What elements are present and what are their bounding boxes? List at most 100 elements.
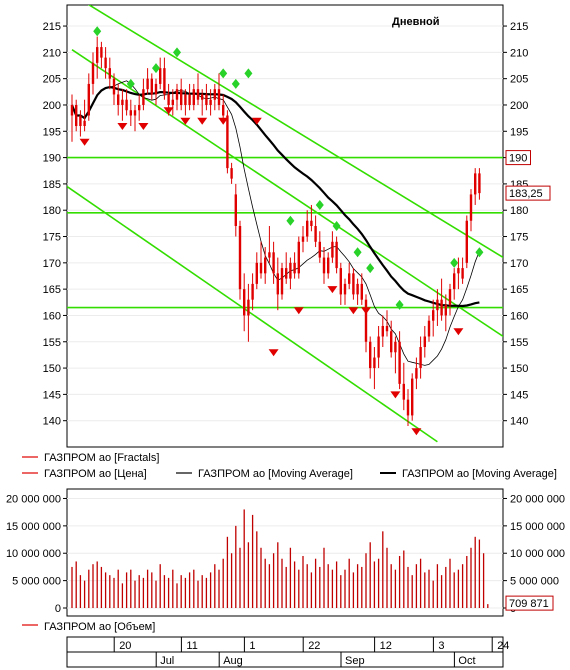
candle bbox=[297, 236, 300, 279]
price-labels: 190 183,25 bbox=[505, 150, 551, 201]
volume-right-tick-label: 10 000 000 bbox=[510, 548, 565, 560]
candle-body bbox=[112, 78, 116, 95]
candle-body bbox=[188, 94, 191, 105]
volume-legend-label: ГАЗПРОМ ао [Объем] bbox=[44, 621, 155, 633]
fractal-up-marker bbox=[126, 78, 135, 89]
candle-body bbox=[154, 83, 158, 95]
price-label-text: 183,25 bbox=[509, 188, 543, 200]
price-left-tick-label: 190 bbox=[43, 153, 61, 165]
price-right-tick-label: 175 bbox=[510, 232, 528, 244]
volume-left-tick-label: 10 000 000 bbox=[6, 548, 61, 560]
candle bbox=[293, 252, 296, 279]
price-right-tick-label: 205 bbox=[510, 74, 528, 86]
candle-body bbox=[201, 94, 204, 100]
volume-bars bbox=[71, 509, 489, 608]
candle-body bbox=[209, 99, 212, 105]
candle bbox=[112, 73, 116, 105]
price-left-tick-label: 145 bbox=[43, 389, 61, 401]
price-panel[interactable] bbox=[66, 4, 504, 448]
candle bbox=[146, 68, 149, 95]
candle-body bbox=[247, 299, 250, 316]
candle-body bbox=[243, 289, 246, 316]
candle bbox=[159, 57, 162, 90]
candle-body bbox=[310, 220, 313, 226]
candle bbox=[394, 336, 397, 374]
candle bbox=[100, 41, 103, 69]
candle bbox=[402, 362, 405, 411]
candle bbox=[79, 110, 82, 137]
fractal-up-marker bbox=[244, 68, 253, 79]
candle-body bbox=[192, 89, 195, 105]
candle-body bbox=[381, 325, 384, 337]
price-left-tick-label: 150 bbox=[43, 363, 61, 375]
candle-body bbox=[339, 268, 342, 295]
candle bbox=[150, 73, 153, 100]
price-right-tick-label: 200 bbox=[510, 100, 528, 112]
candle-body bbox=[343, 283, 347, 295]
price-right-tick-label: 140 bbox=[510, 416, 528, 428]
volume-label-text: 709 871 bbox=[509, 598, 549, 610]
candle-body bbox=[238, 226, 242, 290]
price-label-text: 190 bbox=[509, 153, 527, 165]
price-candles bbox=[70, 36, 481, 426]
candle-body bbox=[419, 347, 422, 369]
candle-body bbox=[184, 94, 187, 105]
legend-label: ГАЗПРОМ ао [Moving Average] bbox=[198, 468, 353, 480]
candle-body bbox=[159, 68, 162, 84]
candle-body bbox=[272, 252, 275, 274]
fractal-down-marker bbox=[453, 328, 464, 336]
candle-body bbox=[415, 368, 418, 379]
candle-body bbox=[423, 336, 426, 348]
candle bbox=[272, 241, 275, 284]
price-right-tick-label: 165 bbox=[510, 284, 528, 296]
candle-body bbox=[196, 89, 200, 100]
fractal-down-marker bbox=[163, 107, 174, 115]
price-right-tick-label: 180 bbox=[510, 205, 528, 217]
candle bbox=[104, 47, 107, 79]
candle bbox=[217, 73, 221, 111]
candle bbox=[91, 52, 95, 95]
price-left-tick-label: 180 bbox=[43, 205, 61, 217]
candle-body bbox=[255, 262, 258, 284]
price-left-tick-label: 185 bbox=[43, 179, 61, 191]
candle bbox=[327, 252, 330, 279]
candle bbox=[180, 78, 183, 111]
candle-body bbox=[314, 226, 317, 242]
candle-body bbox=[87, 83, 90, 116]
candle-body bbox=[163, 68, 166, 95]
candle bbox=[465, 215, 468, 269]
candle bbox=[427, 315, 431, 342]
candle bbox=[436, 289, 439, 326]
price-right-tick-label: 145 bbox=[510, 389, 528, 401]
fractal-up-marker bbox=[450, 257, 459, 268]
candle bbox=[478, 168, 481, 200]
fractal-down-marker bbox=[218, 117, 229, 125]
candle bbox=[423, 325, 426, 358]
candle-body bbox=[285, 268, 288, 279]
price-right-tick-label: 150 bbox=[510, 363, 528, 375]
fractal-down-marker bbox=[180, 117, 191, 125]
volume-gridlines bbox=[67, 497, 503, 609]
price-left-tick-label: 165 bbox=[43, 284, 61, 296]
candle-body bbox=[331, 241, 334, 258]
candle-body bbox=[96, 47, 99, 63]
candle bbox=[196, 73, 200, 105]
price-label-box bbox=[505, 185, 551, 201]
volume-right-tick-label: 5 000 000 bbox=[510, 576, 559, 588]
fractal-down-marker bbox=[251, 117, 262, 125]
candle-body bbox=[117, 94, 120, 105]
fractal-down-marker bbox=[117, 123, 128, 131]
candle-body bbox=[385, 325, 389, 332]
candle bbox=[268, 226, 271, 263]
volume-left-tick-label: 15 000 000 bbox=[6, 521, 61, 533]
candle bbox=[175, 83, 179, 111]
fractal-up-marker bbox=[315, 199, 324, 210]
candle-body bbox=[268, 252, 271, 258]
candle bbox=[243, 273, 246, 332]
candle bbox=[83, 99, 86, 132]
fractal-markers bbox=[79, 26, 484, 436]
candle-body bbox=[205, 94, 208, 105]
candle bbox=[201, 89, 204, 116]
candle-body bbox=[469, 194, 473, 221]
candle-body bbox=[222, 104, 225, 116]
